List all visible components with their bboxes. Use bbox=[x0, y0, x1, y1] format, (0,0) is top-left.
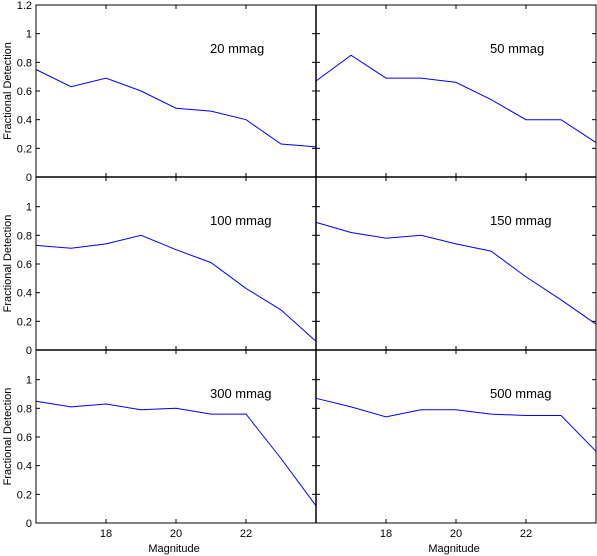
series-line-5 bbox=[35, 400, 317, 507]
x-tick-label-c1-0: 18 bbox=[100, 528, 112, 540]
y-tick-label-r3-2: 0.4 bbox=[17, 461, 32, 473]
y-tick-label-r2-2: 0.4 bbox=[17, 288, 32, 300]
y-axis-label-r3: Fractional Detection bbox=[2, 388, 14, 486]
series-line-6 bbox=[315, 397, 597, 452]
series-line-4 bbox=[315, 221, 597, 325]
y-tick-label-r3-3: 0.6 bbox=[17, 432, 32, 444]
y-axis-label-r1: Fractional Detection bbox=[2, 42, 14, 140]
y-tick-label-r3-5: 1 bbox=[26, 375, 32, 387]
y-tick-label-r1-4: 0.8 bbox=[17, 57, 32, 69]
x-tick-label-c2-2: 22 bbox=[520, 528, 532, 540]
panels-layer: 20 mmag 50 mmag 100 mmag 150 mmag 300 mmag 50… bbox=[35, 41, 597, 507]
x-axis-label-c1: Magnitude bbox=[148, 543, 199, 555]
y-tick-label-r1-2: 0.4 bbox=[17, 115, 32, 127]
y-tick-label-r1-1: 0.2 bbox=[17, 143, 32, 155]
panel-label-2: 50 mmag bbox=[490, 41, 544, 56]
y-tick-label-r2-3: 0.6 bbox=[17, 259, 32, 271]
y-axis-label-r2: Fractional Detection bbox=[2, 215, 14, 313]
y-tick-label-r2-5: 1 bbox=[26, 202, 32, 214]
x-tick-label-c2-0: 18 bbox=[380, 528, 392, 540]
panel-6: 500 mmag bbox=[315, 386, 597, 452]
panel-label-4: 150 mmag bbox=[490, 213, 551, 228]
panel-1: 20 mmag bbox=[35, 41, 317, 148]
labels-layer: 0 0.2 0.4 0.6 0.8 1 1.2 Fractional Detection 0 0.… bbox=[2, 0, 532, 555]
x-tick-label-c1-2: 22 bbox=[240, 528, 252, 540]
y-tick-label-r3-0: 0 bbox=[26, 518, 32, 530]
y-tick-label-r3-1: 0.2 bbox=[17, 489, 32, 501]
series-line-3 bbox=[35, 234, 317, 342]
series-line-2 bbox=[315, 54, 597, 144]
panel-2: 50 mmag bbox=[315, 41, 597, 144]
y-tick-label-r1-3: 0.6 bbox=[17, 86, 32, 98]
y-tick-label-r1-6: 1.2 bbox=[17, 0, 32, 12]
y-tick-label-r2-0: 0 bbox=[26, 345, 32, 357]
x-axis-label-c2: Magnitude bbox=[428, 543, 479, 555]
panel-label-3: 100 mmag bbox=[210, 213, 271, 228]
panel-3: 100 mmag bbox=[35, 213, 317, 342]
panel-label-6: 500 mmag bbox=[490, 386, 551, 401]
frame-layer bbox=[35, 4, 597, 524]
y-tick-label-r1-0: 0 bbox=[26, 172, 32, 184]
panel-label-5: 300 mmag bbox=[210, 386, 271, 401]
y-tick-label-r2-4: 0.8 bbox=[17, 230, 32, 242]
y-tick-label-r2-1: 0.2 bbox=[17, 316, 32, 328]
y-tick-label-r1-5: 1 bbox=[26, 29, 32, 41]
x-tick-label-c1-1: 20 bbox=[170, 528, 182, 540]
panel-4: 150 mmag bbox=[315, 213, 597, 325]
panel-5: 300 mmag bbox=[35, 386, 317, 507]
x-tick-label-c2-1: 20 bbox=[450, 528, 462, 540]
y-tick-label-r3-4: 0.8 bbox=[17, 403, 32, 415]
panel-label-1: 20 mmag bbox=[210, 41, 264, 56]
